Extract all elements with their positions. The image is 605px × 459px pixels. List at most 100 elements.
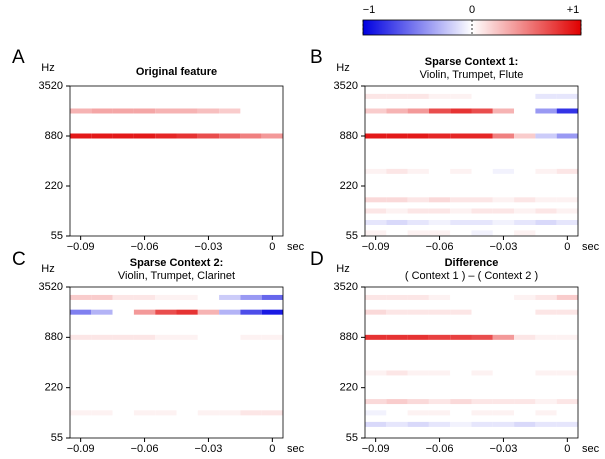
y-tick-label: 55 xyxy=(346,230,358,242)
y-tick-label: 220 xyxy=(340,382,358,394)
heatmap-cell xyxy=(450,208,472,214)
heatmap-cell xyxy=(155,108,177,114)
heatmap-cell xyxy=(386,410,408,416)
heatmap-cell xyxy=(70,108,92,114)
heatmap-cell xyxy=(492,230,515,236)
y-tick-label: 55 xyxy=(51,230,63,242)
heatmap-cell xyxy=(428,219,451,225)
heatmap-cell xyxy=(407,370,429,376)
heatmap-cell xyxy=(365,219,387,225)
panel-label: B xyxy=(310,47,323,68)
heatmap-cell xyxy=(428,399,451,405)
y-unit: Hz xyxy=(41,263,54,275)
heatmap-cell xyxy=(492,93,515,99)
heatmap-cell xyxy=(471,133,493,139)
heatmap-cell xyxy=(407,197,429,203)
heatmap-cell xyxy=(155,334,177,340)
x-tick-label: 0 xyxy=(269,241,275,253)
heatmap-cell xyxy=(535,309,557,315)
y-tick-label: 880 xyxy=(45,331,63,343)
heatmap-cell xyxy=(176,334,198,340)
heatmap-cell xyxy=(70,410,92,416)
heatmap-cell xyxy=(514,230,536,236)
panel-title: Sparse Context 1: xyxy=(425,56,519,68)
heatmap-cell xyxy=(155,294,177,300)
panel-title: Original feature xyxy=(136,66,217,78)
heatmap-cell xyxy=(386,93,408,99)
x-tick-label: −0.03 xyxy=(490,241,518,253)
heatmap-cell xyxy=(386,133,408,139)
heatmap-cell xyxy=(386,370,408,376)
heatmap-cell xyxy=(261,294,283,300)
heatmap-cell xyxy=(428,133,451,139)
heatmap-cell xyxy=(240,334,262,340)
heatmap-cell xyxy=(450,219,472,225)
y-tick-label: 220 xyxy=(45,180,63,192)
heatmap-cell xyxy=(112,309,134,315)
heatmap-cell xyxy=(492,208,515,214)
heatmap-cell xyxy=(492,197,515,203)
heatmap-cell xyxy=(450,421,472,427)
heatmap-cell xyxy=(155,133,177,139)
panel-label: A xyxy=(12,47,25,68)
heatmap-cell xyxy=(556,168,578,174)
heatmap-cell xyxy=(514,399,536,405)
plot-area xyxy=(365,287,578,438)
heatmap-cell xyxy=(535,334,557,340)
heatmap-cell xyxy=(219,309,241,315)
heatmap-cell xyxy=(197,133,220,139)
heatmap-cell xyxy=(535,230,557,236)
heatmap-cell xyxy=(386,421,408,427)
heatmap-cell xyxy=(471,93,493,99)
panel-label: C xyxy=(12,249,26,270)
x-tick-label: −0.09 xyxy=(362,241,390,253)
heatmap-cell xyxy=(514,133,536,139)
panel-title: Difference xyxy=(445,257,499,269)
heatmap-cell xyxy=(556,197,578,203)
heatmap-cell xyxy=(365,309,387,315)
heatmap-cell xyxy=(492,309,515,315)
panel-title: Sparse Context 2: xyxy=(130,257,224,269)
plot-frame xyxy=(69,85,284,237)
heatmap-cell xyxy=(365,108,387,114)
heatmap-cell xyxy=(556,309,578,315)
heatmap-cell xyxy=(365,133,387,139)
x-tick-label: 0 xyxy=(269,443,275,455)
panel-subtitle: Violin, Trumpet, Clarinet xyxy=(118,270,235,282)
heatmap-cell xyxy=(556,399,578,405)
x-tick-label: −0.09 xyxy=(67,241,95,253)
heatmap-cell xyxy=(261,309,283,315)
heatmap-cell xyxy=(176,133,198,139)
heatmap-cell xyxy=(514,168,536,174)
heatmap-cell xyxy=(535,168,557,174)
heatmap-cell xyxy=(492,294,515,300)
heatmap-cell xyxy=(407,208,429,214)
heatmap-cell xyxy=(535,421,557,427)
y-tick-label: 880 xyxy=(340,130,358,142)
heatmap-cell xyxy=(535,93,557,99)
heatmap-cell xyxy=(219,133,241,139)
heatmap-cell xyxy=(70,309,92,315)
heatmap-cell xyxy=(535,133,557,139)
heatmap-cell xyxy=(91,410,113,416)
heatmap-cell xyxy=(365,168,387,174)
heatmap-cell xyxy=(240,108,262,114)
heatmap-cell xyxy=(240,309,262,315)
x-tick-label: −0.06 xyxy=(426,241,454,253)
heatmap-cell xyxy=(197,294,220,300)
y-tick-label: 220 xyxy=(45,382,63,394)
heatmap-cell xyxy=(514,334,536,340)
heatmap-cell xyxy=(197,334,220,340)
heatmap-cell xyxy=(70,334,92,340)
heatmap-cell xyxy=(492,370,515,376)
heatmap-cell xyxy=(365,294,387,300)
heatmap-cell xyxy=(514,294,536,300)
heatmap-cell xyxy=(535,370,557,376)
heatmap-cell xyxy=(514,208,536,214)
heatmap-cell xyxy=(471,219,493,225)
x-unit: sec xyxy=(287,443,305,455)
heatmap-cell xyxy=(407,93,429,99)
heatmap-cell xyxy=(365,208,387,214)
heatmap-cell xyxy=(240,410,262,416)
